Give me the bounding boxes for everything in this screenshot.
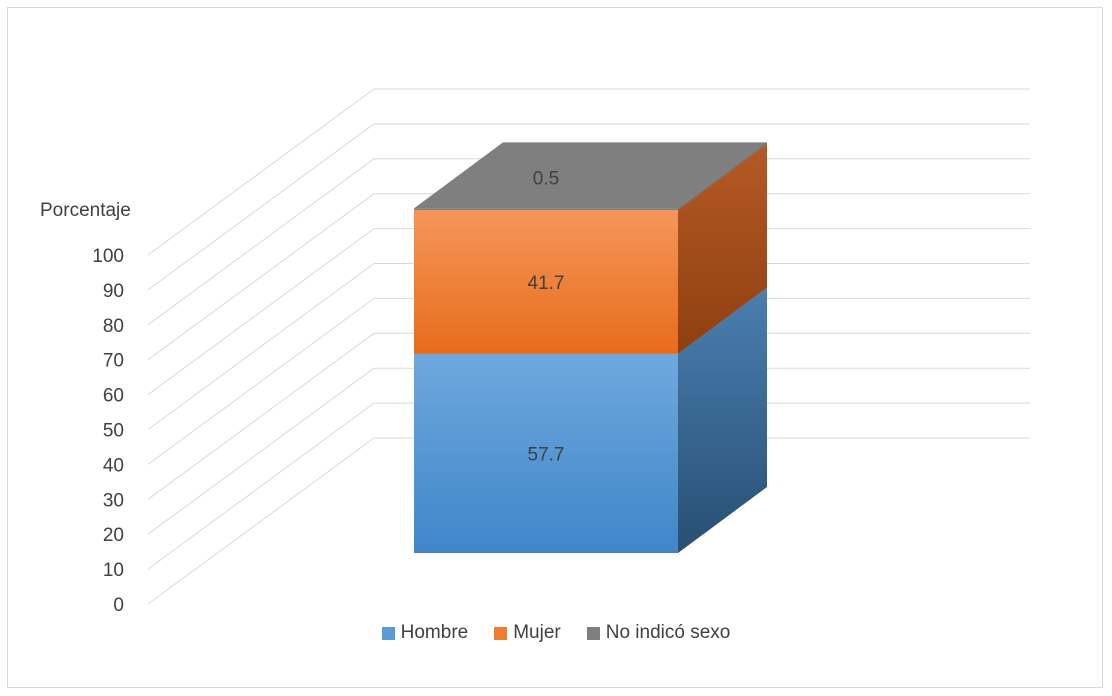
legend-item: Mujer [494, 622, 561, 644]
legend: Hombre Mujer No indicó sexo [0, 622, 1112, 644]
stacked-bar [414, 142, 767, 553]
gridline-diagonal [147, 332, 375, 500]
bar-segment-side [678, 142, 767, 211]
bar-segment-side [678, 144, 767, 354]
y-tick-label: 20 [103, 525, 124, 546]
gridline-diagonal [147, 297, 375, 465]
y-tick-label: 50 [103, 421, 124, 442]
data-labels: 57.7 41.7 0.5 [528, 168, 565, 465]
y-tick-label: 0 [113, 595, 124, 616]
bar-segment-side [678, 287, 767, 553]
gridline-diagonal [147, 123, 375, 291]
y-axis-title: Porcentaje [40, 200, 131, 221]
gridline-diagonal [147, 367, 375, 535]
legend-label: Mujer [513, 622, 561, 643]
legend-label: No indicó sexo [605, 622, 731, 643]
gridline-diagonal [147, 193, 375, 361]
gridline-diagonal [147, 88, 375, 256]
legend-item: No indicó sexo [586, 622, 731, 644]
y-tick-label: 30 [103, 490, 124, 511]
data-label: 57.7 [528, 444, 565, 465]
gridline-diagonal [147, 437, 375, 605]
y-tick-label: 70 [103, 351, 124, 372]
y-tick-label: 60 [103, 386, 124, 407]
bar-segment-front [414, 353, 678, 553]
legend-item: Hombre [381, 622, 469, 644]
gridline-diagonal [147, 263, 375, 430]
data-label: 41.7 [528, 273, 565, 294]
y-tick-label: 40 [103, 455, 124, 476]
y-tick-label: 10 [103, 560, 124, 581]
gridline-diagonal [147, 158, 375, 326]
gridline-diagonal [147, 228, 375, 396]
y-axis: 0 10 20 30 40 50 60 70 80 90 100 [92, 246, 124, 616]
bar-segment-top [414, 142, 767, 209]
bar-segment-front [414, 208, 678, 211]
y-tick-label: 90 [103, 281, 124, 302]
y-tick-label: 80 [103, 316, 124, 337]
legend-swatch [381, 626, 395, 640]
bar-segment-front [414, 210, 678, 354]
legend-swatch [586, 626, 600, 640]
legend-swatch [494, 626, 508, 640]
legend-label: Hombre [400, 622, 469, 643]
y-tick-label: 100 [92, 246, 124, 267]
gridline-diagonal [147, 402, 375, 570]
data-label: 0.5 [533, 168, 559, 189]
